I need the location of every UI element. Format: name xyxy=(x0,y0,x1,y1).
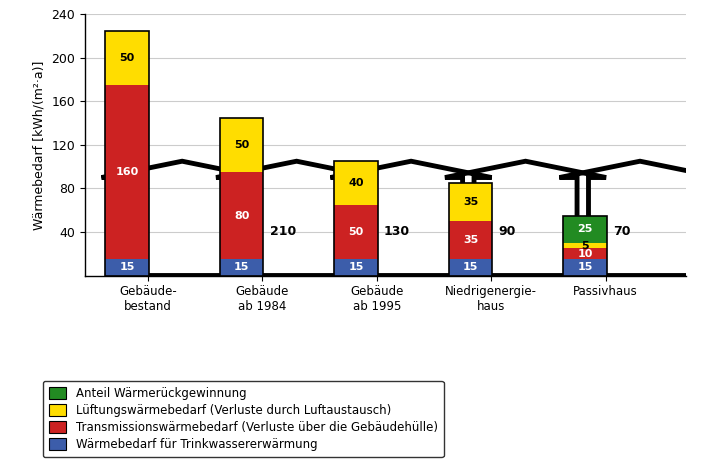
Text: 15: 15 xyxy=(234,262,250,272)
Bar xyxy=(105,259,149,276)
Y-axis label: Wärmebedarf [kWh/(m²·a)]: Wärmebedarf [kWh/(m²·a)] xyxy=(33,60,46,229)
Bar xyxy=(563,216,607,243)
Bar xyxy=(220,259,264,276)
Bar xyxy=(563,259,607,276)
Bar xyxy=(220,172,264,259)
Bar xyxy=(563,248,607,259)
Text: 5: 5 xyxy=(581,240,589,251)
Text: 10: 10 xyxy=(578,249,592,259)
Text: 35: 35 xyxy=(463,197,478,207)
Bar xyxy=(334,205,378,259)
Text: 15: 15 xyxy=(349,262,364,272)
Bar xyxy=(334,161,378,276)
Text: 50: 50 xyxy=(234,140,250,150)
Bar xyxy=(105,85,149,259)
Bar xyxy=(334,259,378,276)
Text: 130: 130 xyxy=(384,225,410,238)
Legend: Anteil Wärmerückgewinnung, Lüftungswärmebedarf (Verluste durch Luftaustausch), T: Anteil Wärmerückgewinnung, Lüftungswärme… xyxy=(42,380,443,457)
Text: 50: 50 xyxy=(349,227,363,237)
Text: 50: 50 xyxy=(119,53,135,63)
Text: 35: 35 xyxy=(463,235,478,245)
Text: 15: 15 xyxy=(578,262,592,272)
Text: 25: 25 xyxy=(578,224,592,234)
Text: 70: 70 xyxy=(613,225,631,238)
Bar xyxy=(220,118,264,276)
Bar xyxy=(449,183,492,221)
Bar xyxy=(220,118,264,172)
Text: 90: 90 xyxy=(498,225,516,238)
Text: 210: 210 xyxy=(269,225,296,238)
Bar xyxy=(334,161,378,205)
Text: 15: 15 xyxy=(119,262,135,272)
Text: 40: 40 xyxy=(349,178,364,188)
Bar xyxy=(449,183,492,276)
Bar xyxy=(563,243,607,248)
Text: 160: 160 xyxy=(115,167,139,177)
Bar xyxy=(563,216,607,276)
Bar xyxy=(449,221,492,259)
Text: 80: 80 xyxy=(234,210,250,220)
Text: 15: 15 xyxy=(463,262,478,272)
Bar xyxy=(449,259,492,276)
Bar xyxy=(105,30,149,276)
Bar xyxy=(105,30,149,85)
